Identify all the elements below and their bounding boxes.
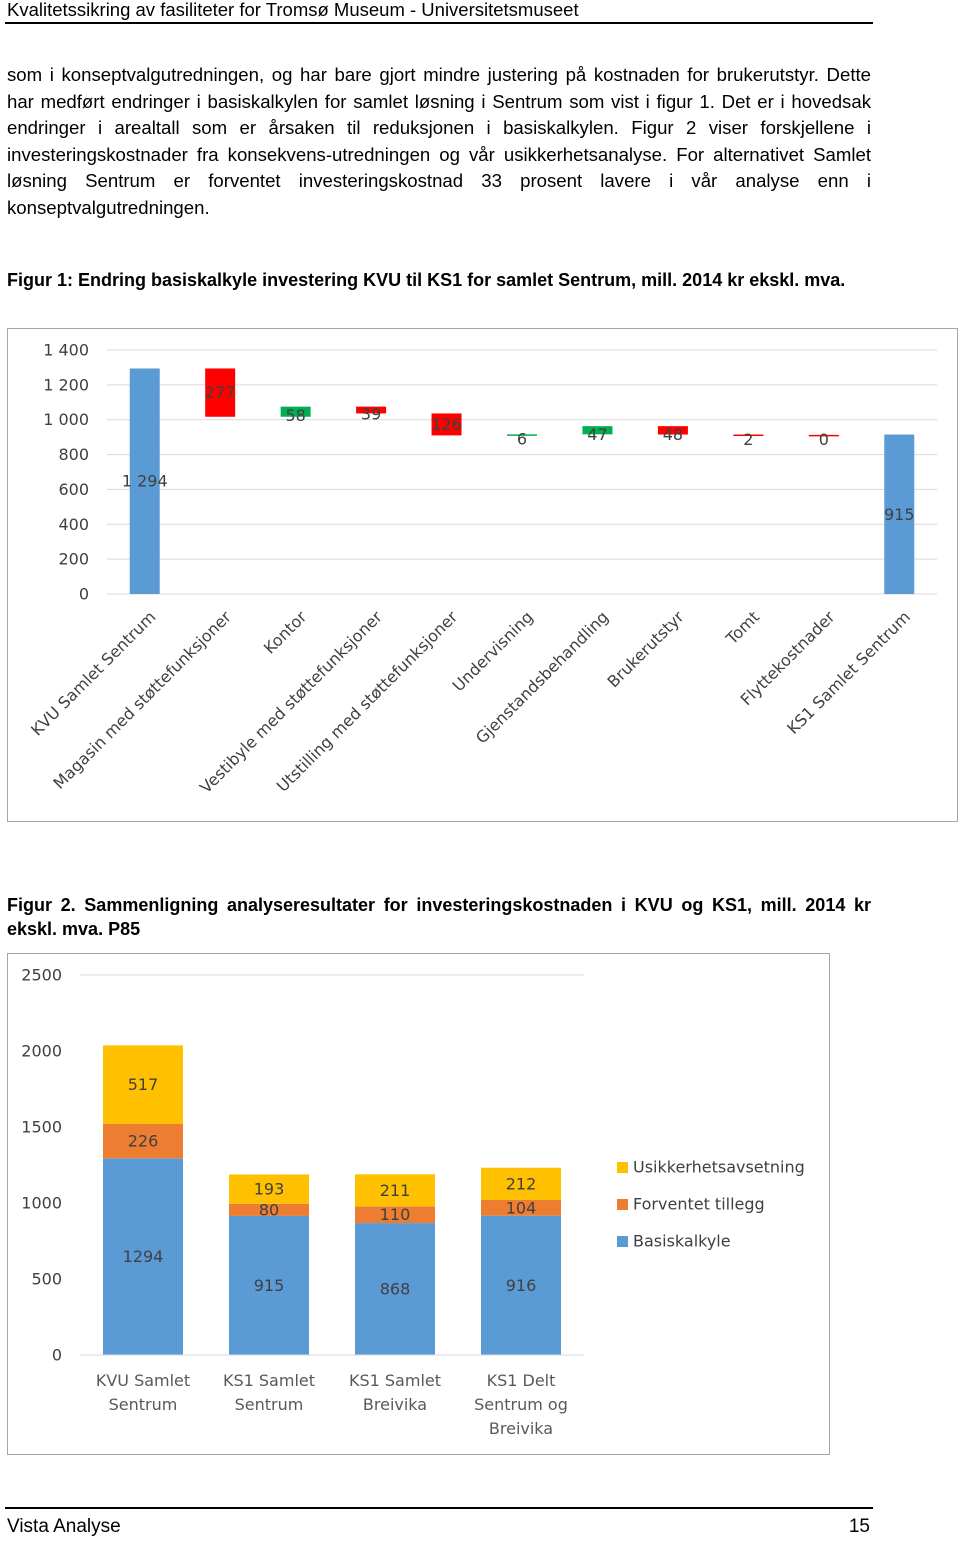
y-tick-label: 600 <box>58 480 89 499</box>
data-label: 6 <box>517 430 527 449</box>
data-label: 915 <box>884 505 915 524</box>
bar <box>356 406 387 414</box>
data-label: 48 <box>663 425 683 444</box>
figure-caption: Figur 2. Sammenligning analyseresultater… <box>7 895 871 939</box>
chart-border <box>7 328 958 822</box>
data-label: 58 <box>285 406 305 425</box>
legend-swatch <box>617 1162 628 1173</box>
y-tick-label: 1 000 <box>43 410 89 429</box>
bar-segment <box>355 1223 435 1355</box>
bar <box>507 434 537 436</box>
y-tick-label: 2000 <box>21 1042 62 1061</box>
bar-segment <box>229 1174 309 1204</box>
y-tick-label: 500 <box>31 1270 62 1289</box>
bar <box>431 413 462 436</box>
legend-label: Forventet tillegg <box>633 1195 765 1214</box>
figure-caption: Figur 1: Endring basiskalkyle investerin… <box>7 270 846 290</box>
data-label: 1294 <box>123 1247 164 1266</box>
header-title: Kvalitetssikring av fasiliteter for Trom… <box>7 0 579 20</box>
legend-swatch <box>617 1236 628 1247</box>
data-label: 104 <box>506 1198 537 1217</box>
bar-segment <box>481 1167 561 1200</box>
x-tick-label: KVU Samlet Sentrum <box>95 1371 191 1414</box>
bar <box>884 434 915 594</box>
legend-label: Usikkerhetsavsetning <box>633 1158 805 1177</box>
y-tick-label: 1000 <box>21 1194 62 1213</box>
x-tick-label: KS1 Samlet Sentrum <box>222 1371 316 1414</box>
bar <box>657 426 688 435</box>
bar-segment <box>355 1206 435 1224</box>
bar-segment <box>103 1158 183 1355</box>
bar-segment <box>481 1215 561 1355</box>
data-label: 915 <box>254 1276 285 1295</box>
data-label: 1 294 <box>122 472 168 491</box>
data-label: 47 <box>587 425 607 444</box>
bar-segment <box>355 1174 435 1207</box>
bar <box>129 368 160 594</box>
page-number: 15 <box>848 1516 870 1537</box>
bar-segment <box>103 1123 183 1159</box>
y-tick-label: 1 200 <box>43 375 89 394</box>
data-label: 517 <box>128 1075 159 1094</box>
bar-segment <box>229 1215 309 1355</box>
bar <box>733 434 764 437</box>
data-label: 2 <box>743 430 753 449</box>
data-label: 126 <box>431 415 462 434</box>
y-tick-label: 200 <box>58 550 89 569</box>
bar-segment <box>103 1045 183 1124</box>
legend-swatch <box>617 1199 628 1210</box>
bar <box>582 426 613 435</box>
data-label: 211 <box>380 1181 411 1200</box>
y-tick-label: 0 <box>52 1346 62 1365</box>
header-rule <box>5 22 873 24</box>
footer-rule <box>5 1507 873 1509</box>
data-label: 39 <box>361 405 381 424</box>
data-label: 868 <box>380 1280 411 1299</box>
paragraph: som i konseptvalgutredningen, og har bar… <box>7 64 871 218</box>
data-label: 0 <box>819 430 829 449</box>
y-tick-label: 0 <box>79 585 89 604</box>
bar-segment <box>229 1203 309 1216</box>
bar <box>280 406 311 417</box>
bar <box>205 368 236 417</box>
data-label: 80 <box>259 1200 279 1219</box>
y-tick-label: 800 <box>58 445 89 464</box>
data-label: 277 <box>205 383 236 402</box>
bar-segment <box>481 1199 561 1216</box>
x-tick-label: KS1 Samlet Breivika <box>348 1371 442 1414</box>
legend-label: Basiskalkyle <box>633 1232 731 1251</box>
y-tick-label: 1 400 <box>43 341 89 360</box>
y-tick-label: 400 <box>58 515 89 534</box>
x-tick-label: KS1 Delt Sentrum og Breivika <box>474 1371 568 1438</box>
data-label: 110 <box>380 1205 411 1224</box>
bar <box>808 434 839 437</box>
data-label: 212 <box>506 1174 537 1193</box>
data-label: 193 <box>254 1180 285 1199</box>
footer-left: Vista Analyse <box>7 1516 121 1537</box>
data-label: 226 <box>128 1132 159 1151</box>
y-tick-label: 2500 <box>21 966 62 985</box>
data-label: 916 <box>506 1276 537 1295</box>
y-tick-label: 1500 <box>21 1118 62 1137</box>
